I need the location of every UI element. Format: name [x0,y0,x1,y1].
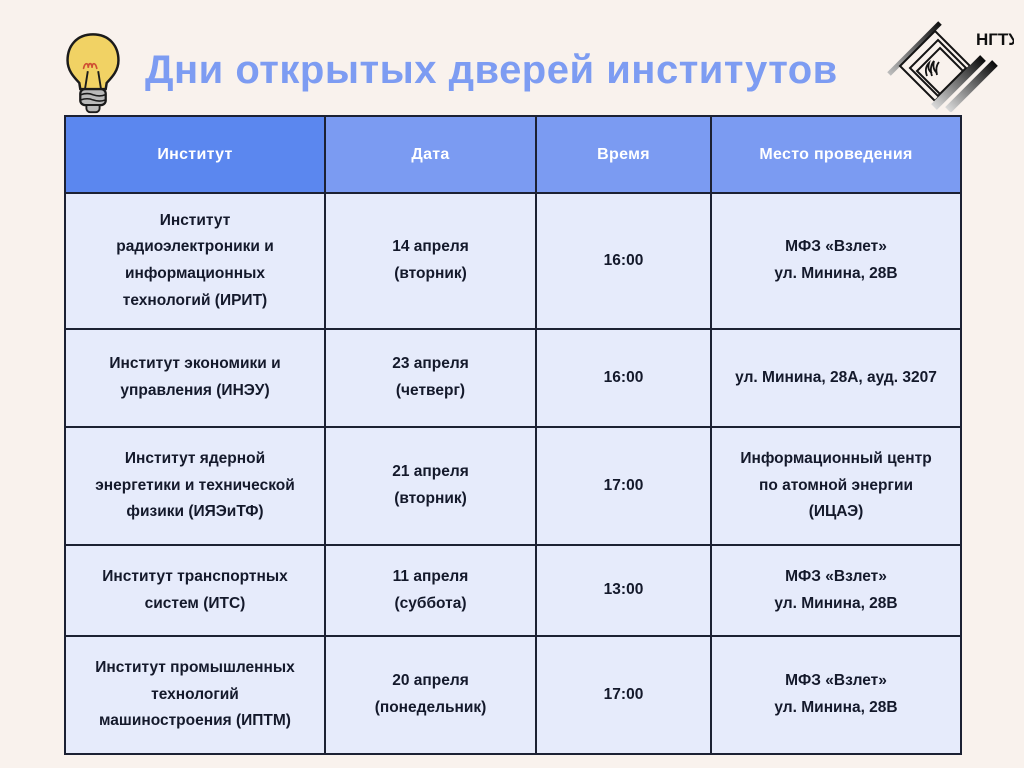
table-row: Институт радиоэлектроники и информационн… [64,192,962,330]
cell-date: 23 апреля (четверг) [324,328,537,428]
col-header-institute: Институт [64,115,326,194]
cell-date: 11 апреля (суббота) [324,544,537,637]
cell-place: МФЗ «Взлет» ул. Минина, 28В [710,635,962,755]
table-row: Институт транспортных систем (ИТС) 11 ап… [64,544,962,637]
table-row: Институт ядерной энергетики и техническо… [64,426,962,546]
cell-date: 20 апреля (понедельник) [324,635,537,755]
cell-time: 13:00 [535,544,712,637]
open-days-table: Институт Дата Время Место проведения Инс… [64,115,962,755]
cell-institute: Институт промышленных технологий машинос… [64,635,326,755]
cell-time: 16:00 [535,328,712,428]
cell-place: МФЗ «Взлет» ул. Минина, 28В [710,544,962,637]
cell-place: ул. Минина, 28А, ауд. 3207 [710,328,962,428]
cell-time: 17:00 [535,635,712,755]
cell-date: 21 апреля (вторник) [324,426,537,546]
table-row: Институт промышленных технологий машинос… [64,635,962,755]
cell-institute: Институт ядерной энергетики и техническо… [64,426,326,546]
cell-place: МФЗ «Взлет» ул. Минина, 28В [710,192,962,330]
cell-time: 17:00 [535,426,712,546]
page-title: Дни открытых дверей институтов [145,48,838,92]
col-header-time: Время [535,115,712,194]
cell-institute: Институт экономики и управления (ИНЭУ) [64,328,326,428]
ngtu-logo-text: НГТУ [976,30,1014,49]
ngtu-logo: НГТУ [887,21,1014,112]
cell-institute: Институт транспортных систем (ИТС) [64,544,326,637]
cell-time: 16:00 [535,192,712,330]
col-header-date: Дата [324,115,537,194]
cell-place: Информационный центр по атомной энергии … [710,426,962,546]
table-header-row: Институт Дата Время Место проведения [64,115,962,194]
cell-institute: Институт радиоэлектроники и информационн… [64,192,326,330]
table-row: Институт экономики и управления (ИНЭУ) 2… [64,328,962,428]
lightbulb-icon [66,33,120,114]
cell-date: 14 апреля (вторник) [324,192,537,330]
col-header-place: Место проведения [710,115,962,194]
